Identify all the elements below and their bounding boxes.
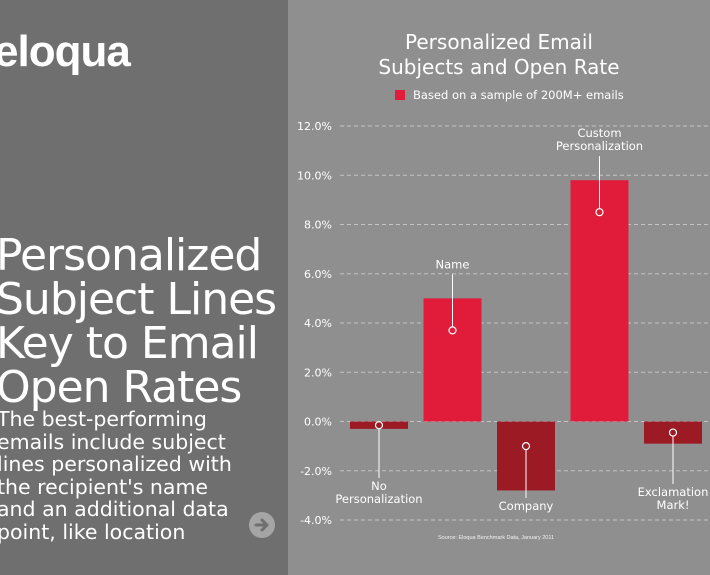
legend: Based on a sample of 200M+ emails	[395, 87, 624, 103]
y-tick-label: 0.0%	[304, 416, 332, 429]
category-label: Personalization	[335, 492, 422, 506]
bar-chart: Personalized Email Subjects and Open Rat…	[288, 0, 710, 575]
y-tick-label: 4.0%	[304, 317, 332, 330]
y-tick-label: -2.0%	[300, 465, 332, 478]
arrow-right-circle-icon[interactable]	[248, 511, 276, 539]
category-label: Personalization	[556, 139, 643, 153]
source-note: Source: Eloqua Benchmark Data, January 2…	[438, 535, 555, 541]
callout-dot	[595, 208, 604, 217]
legend-label: Based on a sample of 200M+ emails	[413, 88, 624, 102]
body-line: point, like location	[0, 519, 186, 544]
bar[interactable]	[570, 180, 629, 422]
eloqua-logo: eloqua	[0, 27, 131, 76]
bar[interactable]	[644, 421, 702, 444]
callout-dot	[448, 326, 457, 335]
bar[interactable]	[350, 421, 408, 429]
y-tick-label: 2.0%	[304, 366, 332, 379]
category-label: Name	[436, 257, 470, 271]
category-label: Custom	[577, 126, 621, 140]
body-line: the recipient's name	[0, 474, 209, 499]
y-tick-label: 8.0%	[304, 219, 332, 232]
headline-line: Personalized	[0, 230, 262, 281]
headline-line: Open Rates	[0, 362, 242, 413]
body-line: emails include subject	[0, 429, 226, 454]
chart-title-line: Subjects and Open Rate	[378, 55, 620, 79]
category-label: Exclamation	[638, 485, 709, 499]
left-panel: eloqua Personalized Subject Lines Key to…	[0, 0, 288, 575]
plot-area: 12.0% 10.0% 8.0% 6.0% 4.0% 2.0% 0.0% -2.0% -4.0%…	[297, 120, 710, 527]
y-tick-label: 10.0%	[297, 169, 332, 182]
body-text: The best-performing emails include subje…	[0, 408, 287, 543]
chart-title: Personalized Email Subjects and Open Rat…	[288, 30, 710, 80]
y-tick-label: 12.0%	[297, 120, 332, 133]
headline-line: Key to Email	[0, 318, 259, 369]
y-tick-label: -4.0%	[300, 514, 332, 527]
legend-swatch	[395, 90, 405, 100]
body-line: lines personalized with	[0, 452, 232, 476]
category-label: Mark!	[657, 498, 690, 512]
headline-line: Subject Lines	[0, 274, 277, 325]
category-label: Company	[499, 499, 554, 513]
chart-title-line: Personalized Email	[405, 30, 593, 54]
y-tick-label: 6.0%	[304, 268, 332, 281]
category-label: No	[371, 479, 387, 493]
headline: Personalized Subject Lines Key to Email …	[0, 234, 286, 410]
body-line: The best-performing	[0, 407, 207, 431]
body-line: and an additional data	[0, 497, 229, 521]
